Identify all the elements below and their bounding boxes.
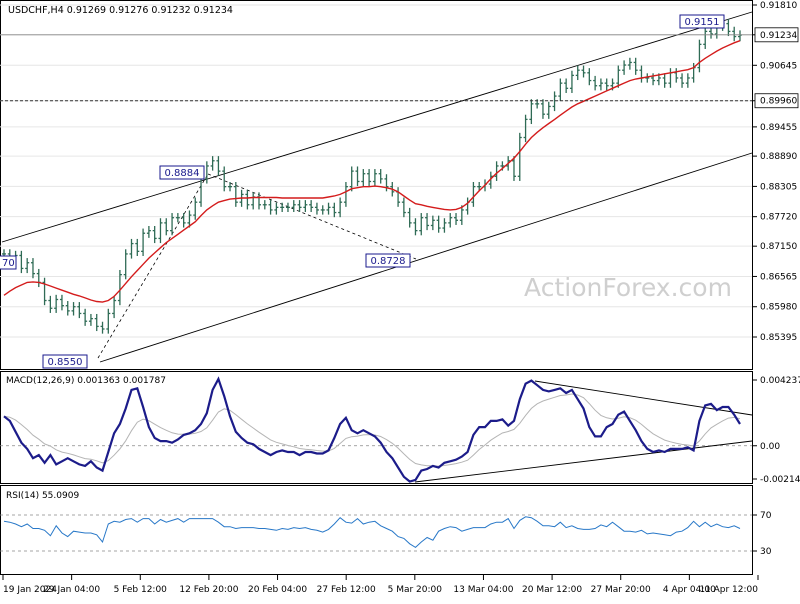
- price-tick-label: 0.88890: [760, 152, 797, 162]
- time-tick-label: 5 Feb 12:00: [114, 585, 168, 595]
- svg-text:0.9151: 0.9151: [685, 17, 720, 28]
- rsi-line: [3, 516, 741, 549]
- time-tick-label: 20 Mar 12:00: [522, 585, 582, 595]
- svg-text:0.8550: 0.8550: [48, 357, 83, 368]
- price-tick-label: 0.89960: [760, 97, 797, 107]
- rsi-levels: [0, 514, 752, 552]
- rsi-tick-label: 30: [760, 547, 772, 557]
- price-tick-label: 0.91810: [760, 1, 797, 11]
- macd-lower-trendline: [414, 440, 753, 483]
- price-tick-label: 0.87720: [760, 213, 797, 223]
- time-tick-label: 11 Apr 12:00: [699, 585, 758, 595]
- rsi-tick-label: 70: [760, 511, 772, 521]
- annotation-0-9151: 0.9151: [679, 14, 725, 29]
- price-tick-label: 0.90645: [760, 61, 797, 71]
- watermark: ActionForex.com: [524, 273, 732, 302]
- price-panel-frame: [0, 0, 753, 370]
- time-tick-label: 13 Mar 04:00: [453, 585, 513, 595]
- svg-text:0.8728: 0.8728: [371, 256, 406, 267]
- time-tick-label: 19 Jan 2024: [3, 585, 57, 595]
- price-tick-label: 0.85395: [760, 333, 797, 343]
- time-tick-label: 12 Feb 20:00: [179, 585, 238, 595]
- price-axis: 0.91810 0.91234 0.90645 0.89960 0.89455 0.888…: [752, 1, 799, 343]
- price-header: USDCHF,H4 0.91269 0.91276 0.91232 0.9123…: [8, 5, 233, 16]
- time-tick-label: 4 Apr 04:00: [663, 585, 716, 595]
- time-tick-label: 5 Mar 20:00: [388, 585, 443, 595]
- rsi-axis: 70 30: [752, 511, 772, 557]
- price-tag-box: [754, 27, 799, 43]
- price-series: [2, 18, 742, 334]
- price-tick-label: 0.86565: [760, 272, 797, 282]
- rsi-label: RSI(14) 55.0909: [6, 491, 79, 501]
- macd-label: MACD(12,26,9) 0.001363 0.001787: [6, 376, 166, 386]
- svg-text:70: 70: [2, 258, 15, 269]
- svg-text:0.8884: 0.8884: [165, 168, 200, 179]
- macd-line: [3, 376, 741, 483]
- pullback-projection-dashed: [207, 173, 417, 260]
- rsi-panel-frame: [0, 485, 753, 575]
- price-tick-label: 0.88305: [760, 182, 797, 192]
- annotation-0-8550: 0.8550: [42, 354, 88, 369]
- time-tick-label: 27 Feb 12:00: [317, 585, 376, 595]
- macd-tick-label: -0.002142: [760, 475, 800, 485]
- time-tick-label: 29 Jan 04:00: [43, 585, 100, 595]
- moving-average-line: [3, 40, 741, 303]
- macd-tick-label: 0.00: [760, 442, 780, 452]
- annotation-left-cut: 70: [0, 255, 17, 270]
- channel-lower-line: [99, 152, 753, 363]
- price-tick-label: 0.87150: [760, 242, 797, 252]
- price-tag-box: [754, 93, 799, 109]
- channel-upper-line: [1, 11, 753, 243]
- annotation-0-8728: 0.8728: [365, 253, 411, 268]
- annotation-0-8884: 0.8884: [159, 165, 205, 180]
- macd-axis: 0.004237 0.00 -0.002142: [752, 376, 800, 485]
- price-tick-label: 0.91234: [760, 31, 797, 41]
- time-tick-label: 27 Mar 20:00: [591, 585, 651, 595]
- macd-panel-frame: [0, 371, 753, 484]
- macd-tick-label: 0.004237: [760, 376, 800, 386]
- time-tick-label: 20 Feb 04:00: [248, 585, 307, 595]
- price-tick-label: 0.89455: [760, 123, 797, 133]
- price-tick-label: 0.85980: [760, 303, 797, 313]
